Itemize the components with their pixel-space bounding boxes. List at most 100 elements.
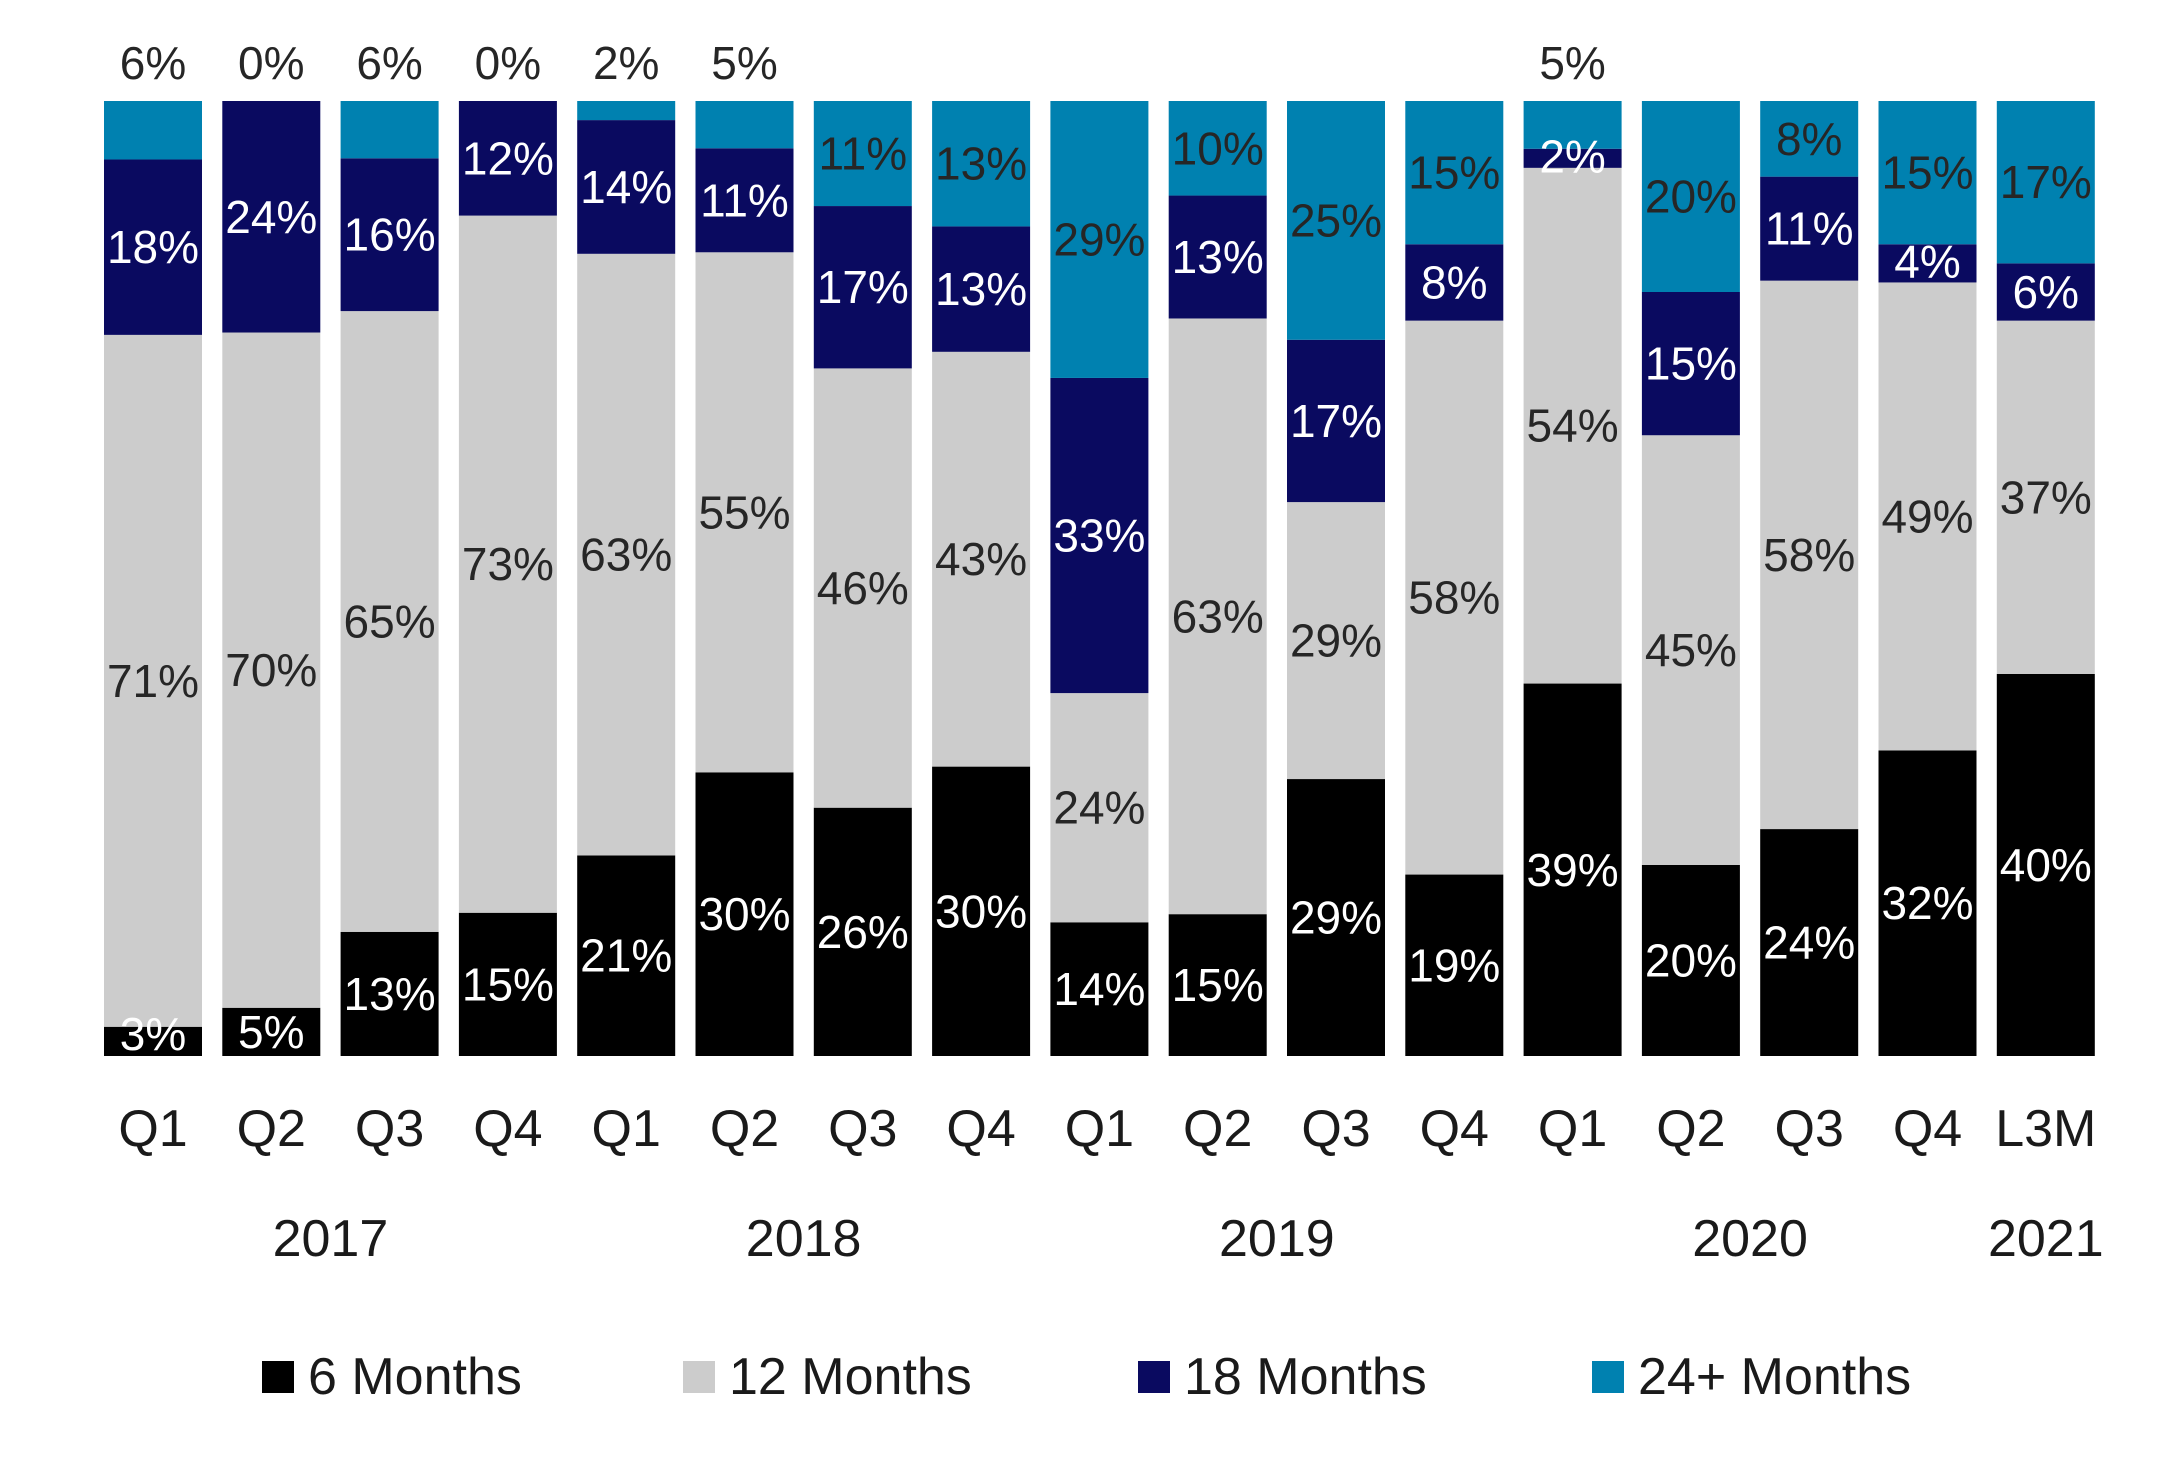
data-label-24plus-months-4: 0% [475, 37, 541, 89]
bar-24plus-months-9 [1050, 101, 1149, 378]
bar-18-months-14 [1641, 292, 1740, 436]
bar-6-months-17 [1996, 674, 2095, 1056]
bar-18-months-16 [1878, 244, 1977, 283]
legend-swatch-24plus-months [1592, 1361, 1624, 1393]
data-label-12-months-15: 58% [1763, 529, 1855, 581]
bar-6-months-4 [458, 912, 557, 1056]
bar-24plus-months-5 [577, 101, 676, 121]
data-label-12-months-1: 71% [107, 655, 199, 707]
x-tick-label-8: Q4 [946, 1100, 1015, 1158]
data-label-12-months-3: 65% [344, 595, 436, 647]
data-label-24plus-months-17: 17% [2000, 156, 2092, 208]
bar-24plus-months-8 [932, 101, 1031, 227]
bar-18-months-13 [1523, 148, 1622, 168]
bar-12-months-13 [1523, 167, 1622, 684]
bar-6-months-2 [222, 1007, 321, 1056]
bar-12-months-7 [813, 368, 912, 808]
bar-18-months-8 [932, 226, 1031, 352]
data-label-24plus-months-3: 6% [356, 37, 422, 89]
data-label-12-months-7: 46% [817, 562, 909, 614]
bar-12-months-15 [1760, 280, 1859, 830]
data-label-12-months-5: 63% [580, 529, 672, 581]
bar-6-months-10 [1168, 914, 1267, 1056]
bar-24plus-months-7 [813, 101, 912, 207]
x-axis: Q1 Q2 Q3 Q4 Q1 Q2 Q3 Q4 Q1 Q2 Q3 Q4 Q1 Q2 Q3 Q4 L3M 2017 2… [118, 1100, 2103, 1268]
bar-6-months-9 [1050, 922, 1149, 1056]
x-tick-label-10: Q2 [1183, 1100, 1252, 1158]
data-label-18-months-11: 17% [1290, 395, 1382, 447]
data-label-18-months-5: 14% [580, 161, 672, 213]
bar-12-months-2 [222, 332, 321, 1008]
data-label-12-months-13: 54% [1527, 400, 1619, 452]
x-tick-label-13: Q1 [1538, 1100, 1607, 1158]
legend-label-6-months: 6 Months [308, 1348, 522, 1406]
data-label-24plus-months-14: 20% [1645, 171, 1737, 223]
data-label-6-months-9: 14% [1053, 963, 1145, 1015]
data-label-6-months-7: 26% [817, 906, 909, 958]
bar-6-months-11 [1287, 779, 1385, 1056]
data-label-6-months-6: 30% [698, 888, 790, 940]
legend-label-18-months: 18 Months [1184, 1348, 1427, 1406]
data-label-12-months-9: 24% [1053, 782, 1145, 834]
bar-18-months-1 [104, 159, 202, 335]
bar-24plus-months-12 [1405, 101, 1504, 245]
bar-12-months-1 [104, 334, 202, 1027]
x-tick-label-14: Q2 [1656, 1100, 1725, 1158]
bar-18-months-10 [1168, 195, 1267, 319]
bar-24plus-months-17 [1996, 101, 2095, 264]
data-label-24plus-months-2: 0% [238, 37, 304, 89]
bar-18-months-17 [1996, 263, 2095, 321]
data-label-12-months-6: 55% [698, 486, 790, 538]
data-label-12-months-17: 37% [2000, 471, 2092, 523]
bar-6-months-16 [1878, 750, 1977, 1056]
data-label-6-months-17: 40% [2000, 839, 2092, 891]
bar-18-months-2 [222, 101, 321, 333]
data-label-6-months-14: 20% [1645, 935, 1737, 987]
data-labels-layer: 3% 71% 18% 6% 5% 70% 24% 0% 13% 65% 16% 6% 15% 73% 12%… [107, 37, 2092, 1060]
legend-swatch-12-months [683, 1361, 715, 1393]
data-label-24plus-months-10: 10% [1172, 122, 1264, 174]
data-label-6-months-11: 29% [1290, 892, 1382, 944]
data-label-6-months-10: 15% [1172, 959, 1264, 1011]
data-label-24plus-months-5: 2% [593, 37, 659, 89]
bar-24plus-months-13 [1523, 101, 1622, 149]
x-tick-label-6: Q2 [710, 1100, 779, 1158]
data-label-18-months-7: 17% [817, 261, 909, 313]
data-label-18-months-17: 6% [2013, 266, 2079, 318]
data-label-18-months-3: 16% [344, 209, 436, 261]
data-label-12-months-8: 43% [935, 533, 1027, 585]
x-group-label-2017: 2017 [273, 1210, 389, 1268]
data-label-12-months-2: 70% [225, 644, 317, 696]
data-label-18-months-9: 33% [1053, 510, 1145, 562]
data-label-24plus-months-7: 11% [818, 128, 907, 180]
data-label-24plus-months-13: 5% [1539, 37, 1605, 89]
data-label-24plus-months-8: 13% [935, 138, 1027, 190]
bars-layer [104, 101, 2095, 1056]
bar-18-months-3 [340, 158, 439, 312]
data-label-18-months-2: 24% [225, 191, 317, 243]
bar-6-months-3 [340, 931, 439, 1056]
data-label-18-months-14: 15% [1645, 338, 1737, 390]
data-label-18-months-10: 13% [1172, 231, 1264, 283]
data-label-12-months-4: 73% [462, 538, 554, 590]
x-tick-label-2: Q2 [237, 1100, 306, 1158]
bar-18-months-4 [458, 101, 557, 216]
data-label-24plus-months-16: 15% [1881, 147, 1973, 199]
data-label-12-months-14: 45% [1645, 624, 1737, 676]
bar-18-months-6 [695, 148, 794, 253]
bar-18-months-12 [1405, 244, 1504, 321]
data-label-6-months-12: 19% [1408, 939, 1500, 991]
bar-12-months-9 [1050, 693, 1149, 923]
x-group-label-2019: 2019 [1219, 1210, 1335, 1268]
x-tick-label-9: Q1 [1065, 1100, 1134, 1158]
bar-6-months-13 [1523, 683, 1622, 1056]
data-label-18-months-8: 13% [935, 263, 1027, 315]
bar-18-months-9 [1050, 377, 1149, 694]
data-label-24plus-months-15: 8% [1776, 113, 1842, 165]
data-label-24plus-months-6: 5% [711, 37, 777, 89]
x-tick-label-11: Q3 [1301, 1100, 1370, 1158]
x-group-label-2018: 2018 [746, 1210, 862, 1268]
bar-6-months-7 [813, 807, 912, 1056]
bar-12-months-16 [1878, 282, 1977, 751]
